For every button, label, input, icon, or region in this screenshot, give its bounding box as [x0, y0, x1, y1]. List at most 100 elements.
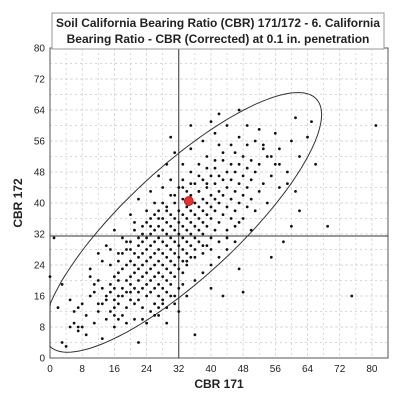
- data-point: [209, 263, 213, 267]
- data-point: [165, 279, 169, 282]
- y-tick-label: 16: [34, 292, 46, 303]
- data-point: [113, 298, 116, 302]
- data-point: [145, 283, 149, 286]
- data-point: [137, 267, 140, 271]
- data-point: [193, 279, 197, 282]
- data-point: [233, 151, 237, 155]
- data-point: [153, 252, 157, 255]
- data-point: [109, 283, 112, 286]
- data-point: [209, 236, 213, 240]
- data-point: [68, 325, 72, 329]
- data-point: [209, 174, 213, 178]
- data-point: [225, 186, 229, 189]
- data-point: [201, 221, 205, 224]
- chart-title-line-2: Bearing Ratio - CBR (Corrected) at 0.1 i…: [67, 32, 370, 46]
- data-point: [64, 345, 68, 348]
- data-point: [145, 236, 149, 240]
- data-point: [181, 197, 185, 201]
- data-point: [265, 155, 269, 158]
- data-point: [197, 162, 201, 166]
- data-point: [237, 267, 241, 271]
- data-point: [149, 190, 153, 193]
- data-point: [109, 248, 112, 251]
- data-point: [225, 248, 229, 251]
- data-point: [169, 135, 173, 139]
- data-point: [185, 240, 189, 244]
- data-point: [88, 294, 92, 298]
- data-point: [205, 186, 209, 189]
- data-point: [269, 174, 273, 178]
- data-point: [169, 283, 173, 286]
- data-point: [165, 162, 169, 166]
- data-point: [157, 314, 161, 317]
- data-point: [157, 259, 161, 263]
- data-point: [261, 147, 265, 151]
- data-point: [157, 283, 161, 286]
- data-point: [374, 124, 378, 127]
- data-point: [76, 306, 80, 309]
- data-point: [149, 267, 153, 271]
- data-point: [173, 201, 177, 205]
- data-point: [100, 259, 104, 263]
- data-point: [181, 259, 185, 263]
- data-point: [237, 135, 241, 139]
- data-point: [201, 197, 205, 201]
- x-tick-label: 24: [141, 364, 153, 375]
- data-point: [181, 283, 185, 286]
- data-point: [129, 290, 132, 294]
- data-point: [205, 213, 209, 217]
- data-point: [76, 329, 80, 333]
- data-point: [145, 221, 149, 224]
- data-point: [121, 267, 124, 271]
- x-tick-labels: 0 8 16 24 32 40 48 56 64 72 80: [47, 364, 378, 375]
- data-point: [213, 182, 217, 186]
- data-point: [133, 302, 136, 306]
- data-point: [149, 224, 153, 228]
- data-point: [165, 232, 169, 236]
- data-point: [133, 263, 136, 267]
- data-point: [165, 244, 169, 248]
- data-point: [221, 294, 225, 298]
- data-point: [213, 197, 217, 201]
- data-point: [201, 139, 205, 143]
- data-point: [165, 255, 169, 259]
- data-point: [241, 193, 245, 197]
- data-point: [205, 244, 209, 248]
- data-point: [181, 236, 185, 240]
- data-point: [245, 205, 249, 209]
- data-point: [185, 217, 189, 220]
- data-point: [273, 131, 277, 135]
- data-point: [225, 124, 229, 127]
- data-point: [237, 108, 241, 112]
- data-point: [161, 228, 165, 232]
- data-point: [189, 255, 193, 259]
- y-tick-label: 48: [34, 168, 46, 179]
- data-point: [161, 201, 165, 205]
- data-points: [48, 108, 378, 348]
- data-point: [286, 182, 289, 186]
- data-point: [72, 310, 76, 313]
- data-point: [92, 290, 96, 294]
- highlight-point[interactable]: [183, 196, 194, 206]
- data-point: [169, 224, 173, 228]
- data-point: [133, 221, 136, 224]
- data-point: [225, 170, 229, 174]
- data-point: [298, 209, 301, 213]
- x-tick-label: 56: [270, 364, 282, 375]
- data-point: [92, 321, 96, 325]
- data-point: [173, 263, 177, 267]
- data-point: [181, 248, 185, 251]
- data-point: [104, 244, 108, 248]
- data-point: [201, 232, 205, 236]
- x-tick-label: 48: [238, 364, 250, 375]
- data-point: [209, 286, 213, 290]
- data-point: [145, 271, 149, 275]
- data-point: [193, 255, 197, 259]
- data-point: [141, 317, 144, 321]
- data-point: [241, 155, 245, 158]
- data-point: [117, 302, 120, 306]
- data-point: [189, 193, 193, 197]
- data-point: [109, 290, 112, 294]
- data-point: [189, 209, 193, 213]
- data-point: [229, 143, 233, 147]
